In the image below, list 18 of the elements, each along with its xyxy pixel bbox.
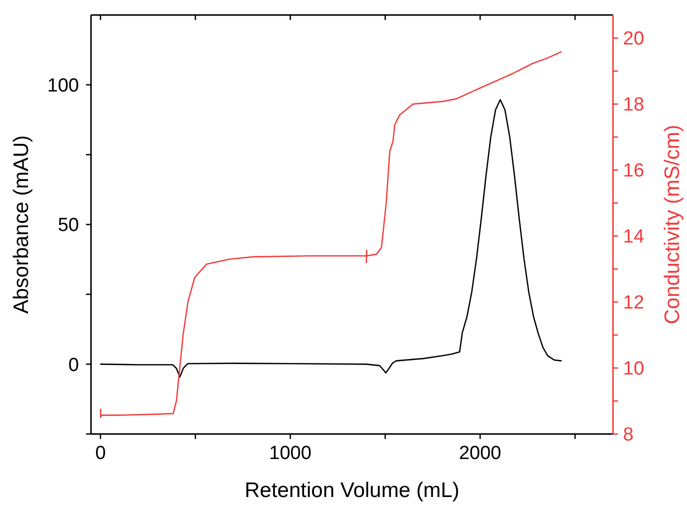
x-tick-label: 2000 [458, 443, 502, 464]
y2-tick-label: 8 [623, 424, 634, 446]
line-series [100, 51, 562, 418]
y2-tick-label: 16 [623, 160, 644, 182]
y2-tick-label: 12 [623, 292, 644, 314]
y-tick-label: 50 [58, 215, 79, 236]
y2-tick-label: 18 [623, 94, 644, 116]
line-series [100, 98, 562, 378]
y-axis-title: Absorbance (mAU) [10, 135, 33, 314]
y2-tick-label: 10 [623, 358, 644, 380]
x-tick-label: 1000 [269, 443, 312, 464]
y2-tick-label: 14 [623, 226, 645, 248]
y2-axis-title: Conductivity (mS/cm) [661, 124, 684, 324]
y-tick-label: 0 [68, 354, 79, 376]
y-tick-label: 100 [47, 75, 79, 96]
y2-tick-label: 20 [623, 28, 644, 50]
x-tick-label: 0 [95, 443, 106, 464]
x-axis-title: Retention Volume (mL) [244, 479, 460, 502]
